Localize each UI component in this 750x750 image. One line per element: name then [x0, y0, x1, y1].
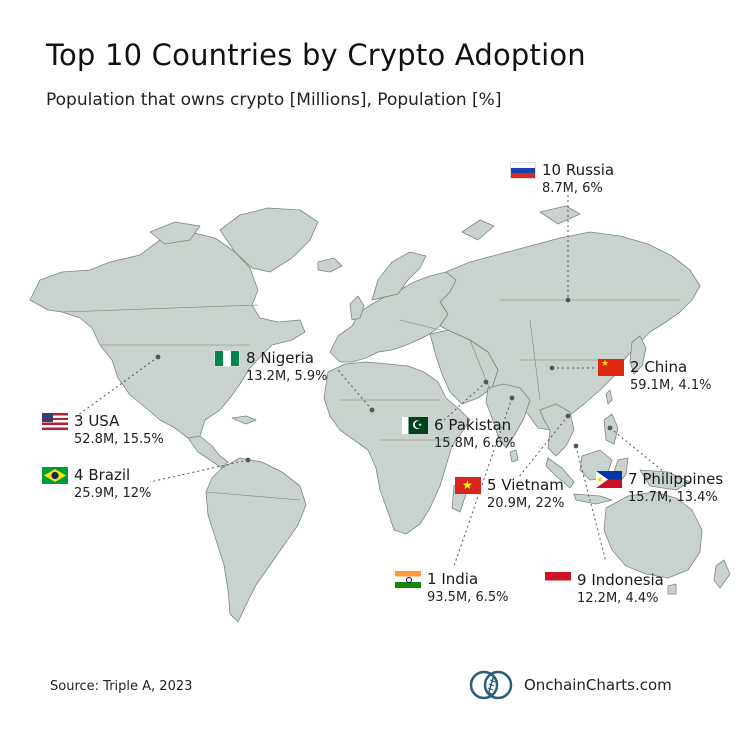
label-usa: 3 USA 52.8M, 15.5%	[42, 412, 164, 447]
nigeria-flag-icon	[214, 349, 240, 367]
landmass-asia	[439, 231, 701, 431]
label-vietnam: ★ 5 Vietnam 20.9M, 22%	[455, 476, 564, 511]
landmass-africa	[323, 361, 471, 535]
page-title: Top 10 Countries by Crypto Adoption	[46, 38, 586, 72]
brand-name: OnchainCharts.com	[524, 676, 672, 694]
indonesia-flag-icon	[545, 571, 571, 589]
label-russia: 10 Russia 8.7M, 6%	[510, 161, 614, 196]
landmass-uk	[349, 295, 365, 321]
marker-philippines	[607, 425, 613, 431]
landmass-japan	[629, 335, 647, 375]
label-india: 1 India 93.5M, 6.5%	[395, 570, 508, 605]
landmass-scandinavia	[371, 251, 427, 301]
landmass-indochina	[539, 403, 575, 457]
landmass-sri-lanka	[509, 449, 519, 463]
leader-vietnam	[517, 415, 569, 479]
marker-usa	[155, 354, 161, 360]
marker-india	[509, 395, 515, 401]
landmass-new-guinea	[639, 469, 691, 491]
marker-china	[549, 365, 555, 371]
label-brazil: 4 Brazil 25.9M, 12%	[42, 466, 151, 501]
vietnam-flag-icon: ★	[455, 476, 481, 494]
landmass-sumatra	[545, 457, 575, 489]
landmass-new-zealand	[713, 559, 731, 589]
landmass-australia	[603, 491, 703, 579]
landmass-iceland	[317, 257, 343, 273]
marker-pakistan	[483, 379, 489, 385]
landmass-south-america	[205, 457, 307, 623]
brand-logo[interactable]: OnchainCharts.com	[468, 668, 672, 702]
marker-nigeria	[369, 407, 375, 413]
landmass-java	[573, 493, 613, 505]
landmass-caribbean	[231, 415, 257, 425]
landmass-taiwan	[605, 389, 613, 405]
landmass-india	[485, 383, 531, 449]
landmass-greenland	[219, 207, 319, 273]
brazil-flag-icon	[42, 466, 68, 484]
leader-nigeria	[337, 369, 373, 411]
page-subtitle: Population that owns crypto [Millions], …	[46, 90, 502, 110]
india-flag-icon	[395, 570, 421, 588]
label-nigeria: 8 Nigeria 13.2M, 5.9%	[214, 349, 327, 384]
pakistan-flag-icon: ☪	[402, 416, 428, 434]
landmass-central-america	[187, 435, 229, 469]
landmass-novaya-zemlya	[461, 219, 495, 241]
onchain-logo-icon	[469, 670, 513, 700]
label-indonesia: 9 Indonesia 12.2M, 4.4%	[545, 571, 664, 606]
label-philippines: 7 Philippines 15.7M, 13.4%	[596, 470, 723, 505]
leader-brazil	[149, 459, 249, 483]
marker-vietnam	[565, 413, 571, 419]
philippines-flag-icon	[596, 470, 622, 488]
label-pakistan: ☪ 6 Pakistan 15.8M, 6.6%	[402, 416, 515, 451]
label-china: ★ 2 China 59.1M, 4.1%	[598, 358, 711, 393]
usa-flag-icon	[42, 412, 68, 430]
landmass-severnaya-zemlya	[539, 205, 581, 225]
leader-usa	[73, 356, 159, 419]
border-lines	[61, 299, 680, 501]
leader-philippines	[609, 427, 665, 473]
landmass-tasmania	[667, 583, 677, 595]
marker-indonesia	[573, 443, 579, 449]
marker-russia	[565, 297, 571, 303]
marker-brazil	[245, 457, 251, 463]
china-flag-icon: ★	[598, 358, 624, 376]
landmass-arctic-islands	[149, 221, 201, 245]
russia-flag-icon	[510, 161, 536, 179]
source-note: Source: Triple A, 2023	[50, 679, 193, 694]
